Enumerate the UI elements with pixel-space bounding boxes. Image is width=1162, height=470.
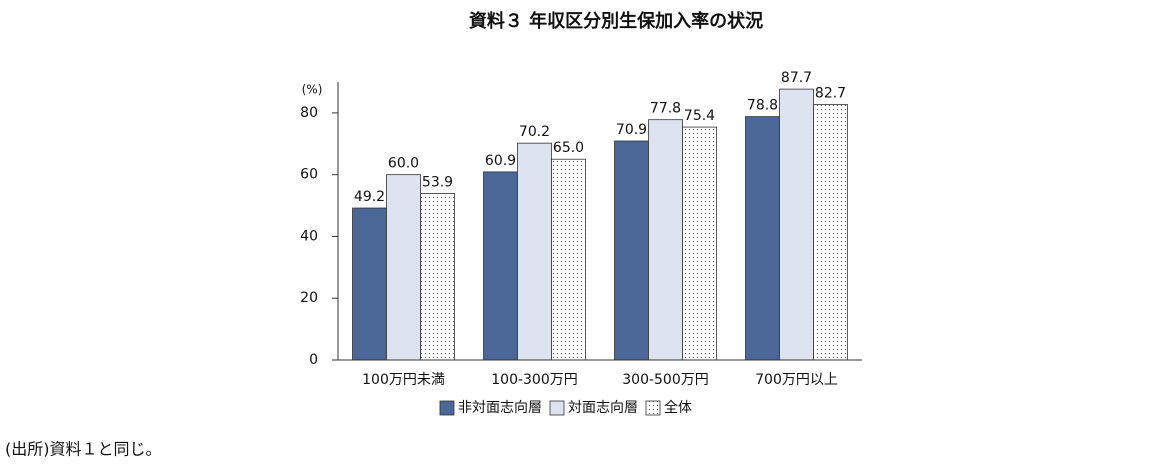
y-tick-label: 0 [309, 352, 318, 368]
x-tick-label: 300-500万円 [622, 372, 709, 388]
value-label: 53.9 [422, 175, 453, 191]
y-tick-label: 80 [300, 105, 318, 121]
y-tick-label: 60 [300, 167, 318, 183]
bar [682, 126, 717, 361]
bar [420, 193, 455, 361]
x-tick-label: 700万円以上 [755, 372, 838, 388]
source-note: (出所)資料１と同じ。 [5, 440, 162, 459]
chart-title: 資料３ 年収区分別生保加入率の状況 [469, 10, 763, 32]
bar [352, 207, 387, 361]
value-label: 60.9 [485, 153, 516, 169]
bar [614, 140, 649, 361]
value-label: 87.7 [781, 70, 812, 86]
bar [386, 174, 421, 361]
bar [779, 88, 814, 361]
value-label: 82.7 [815, 86, 846, 102]
value-label: 70.9 [616, 122, 647, 138]
y-tick-label: 20 [300, 290, 318, 306]
legend-label: 非対面志向層 [458, 400, 542, 416]
value-label: 70.2 [519, 124, 550, 140]
value-label: 75.4 [684, 108, 715, 124]
bar [813, 104, 848, 361]
bar [745, 116, 780, 361]
value-label: 78.8 [747, 98, 778, 114]
y-axis-label: (%) [302, 83, 323, 97]
legend-swatch [645, 400, 661, 416]
legend-label: 対面志向層 [568, 400, 638, 416]
legend-label: 全体 [664, 399, 692, 416]
value-label: 49.2 [354, 189, 385, 205]
legend-swatch [439, 400, 455, 416]
x-tick-label: 100万円未満 [362, 372, 445, 388]
x-tick-label: 100-300万円 [491, 372, 578, 388]
y-tick-label: 40 [300, 228, 318, 244]
bar [483, 171, 518, 361]
value-label: 77.8 [650, 101, 681, 117]
value-label: 65.0 [553, 140, 584, 156]
bar [551, 158, 586, 361]
legend-swatch [549, 400, 565, 416]
value-label: 60.0 [388, 156, 419, 172]
bar [517, 142, 552, 361]
bar [648, 119, 683, 361]
